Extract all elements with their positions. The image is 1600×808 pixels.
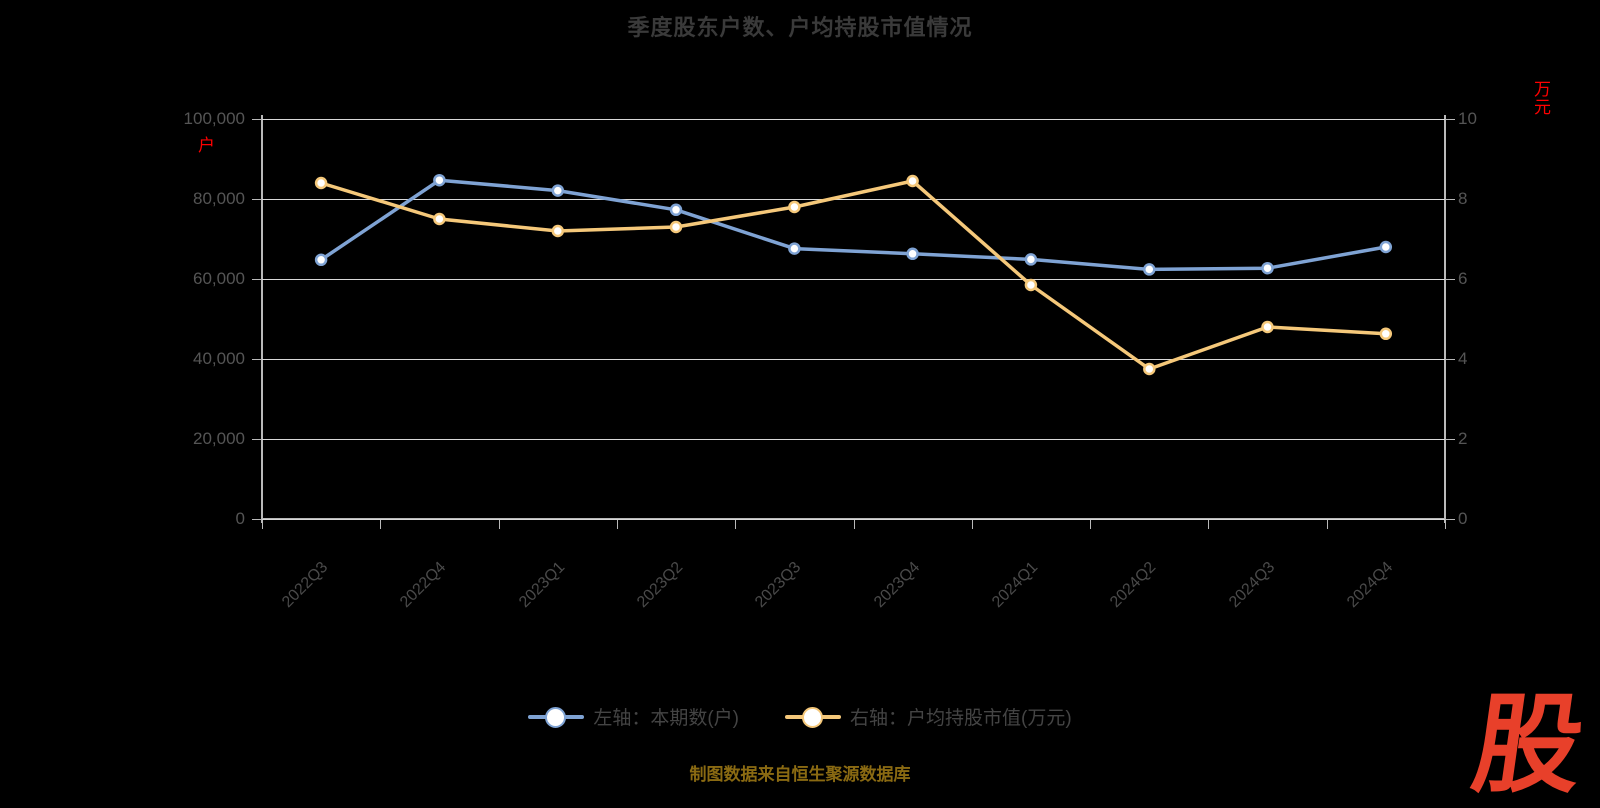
data-point[interactable] [1024,278,1038,292]
data-point[interactable] [1261,320,1274,334]
x-axis-tick-label: 2023Q4 [870,558,923,612]
right-axis-tick-label: 8 [1458,189,1468,208]
x-axis-tick-label: 2022Q4 [397,558,450,612]
x-axis-tick-label: 2024Q2 [1107,558,1160,612]
right-axis-tick-label: 2 [1458,429,1468,448]
footer-note: 制图数据来自恒生聚源数据库 [689,765,911,784]
data-point[interactable] [788,242,801,255]
series-line-orange [319,179,1388,371]
x-axis-tick [616,520,618,529]
left-axis-tick-label: 100,000 [183,109,245,128]
x-axis-tick-label: 2024Q1 [988,558,1042,612]
left-axis-tick [252,439,261,440]
legend-label-right-axis: 右轴：户均持股市值(万元) [850,708,1072,729]
data-point[interactable] [1379,327,1393,341]
data-point[interactable] [314,253,328,267]
data-point[interactable] [1024,253,1038,266]
x-axis-tick [498,520,500,529]
x-axis-tick [262,520,263,529]
left-axis-tick-label: 40,000 [193,349,245,368]
data-point[interactable] [906,247,919,261]
x-axis-tick-label: 2024Q4 [1343,558,1397,612]
x-axis-tick [1090,520,1092,529]
x-axis-tick-label: 2024Q3 [1225,558,1278,612]
right-axis-tick [1446,199,1455,200]
x-axis-tick [380,520,382,529]
legend-marker-orange [785,706,841,728]
legend-label-left-axis: 左轴：本期数(户) [593,708,739,729]
right-axis-tick [1446,519,1455,520]
left-axis-tick-label: 60,000 [193,269,245,288]
left-axis-tick [252,279,261,280]
data-point[interactable] [669,203,683,217]
data-point[interactable] [551,184,565,197]
data-point[interactable] [314,176,328,190]
chart-legend: 左轴：本期数(户) 右轴：户均持股市值(万元) [0,703,1600,730]
x-axis-tick [971,520,973,529]
data-point[interactable] [788,200,801,214]
legend-item-left-axis[interactable]: 左轴：本期数(户) [528,703,739,730]
x-axis-tick [1326,520,1328,529]
right-axis-tick-label: 4 [1458,349,1468,368]
right-axis-tick [1446,279,1455,280]
x-axis-tick-label: 2023Q1 [515,558,569,612]
left-axis-tick-label: 0 [235,509,245,528]
gridline [262,359,1445,360]
left-axis-tick [252,119,261,120]
legend-item-right-axis[interactable]: 右轴：户均持股市值(万元) [785,703,1072,730]
series-line-blue [319,178,1388,272]
right-axis-tick-label: 0 [1458,509,1468,528]
data-point[interactable] [1261,261,1274,275]
left-axis-line [261,115,263,523]
right-axis-unit: 万元 [1531,80,1550,116]
right-axis-tick-label: 6 [1458,269,1468,288]
legend-marker-blue [528,706,585,728]
x-axis-tick-label: 2023Q2 [634,558,687,612]
x-axis-tick [1445,520,1446,529]
data-point[interactable] [906,174,919,188]
left-axis-unit: 户 [195,136,214,154]
gridline [262,199,1445,200]
x-axis-tick-label: 2022Q3 [279,558,332,612]
right-axis-tick [1446,359,1455,360]
data-point[interactable] [433,212,446,226]
data-point[interactable] [669,220,683,234]
left-axis-tick [252,519,261,520]
right-axis-line [1444,115,1446,523]
x-axis-tick-label: 2023Q3 [752,558,805,612]
gridline [262,279,1445,280]
data-point[interactable] [433,173,446,187]
data-point[interactable] [551,224,565,238]
right-axis-tick-label: 10 [1458,109,1477,128]
left-axis-tick [252,359,261,360]
gridline [262,519,1445,520]
data-point[interactable] [1143,263,1156,276]
right-axis-tick [1446,119,1455,120]
data-point[interactable] [1379,240,1393,254]
gridline [262,119,1445,120]
data-point[interactable] [1143,362,1156,376]
gridline [262,439,1445,440]
left-axis-tick [252,199,261,200]
left-axis-tick-label: 80,000 [193,189,245,208]
x-axis-tick [853,520,855,529]
x-axis-tick [735,520,737,529]
x-axis-tick [1208,520,1210,529]
page-title: 季度股东户数、户均持股市值情况 [627,15,973,40]
right-axis-tick [1446,439,1455,440]
watermark-logo: 股 [1465,683,1591,808]
left-axis-tick-label: 20,000 [193,429,245,448]
